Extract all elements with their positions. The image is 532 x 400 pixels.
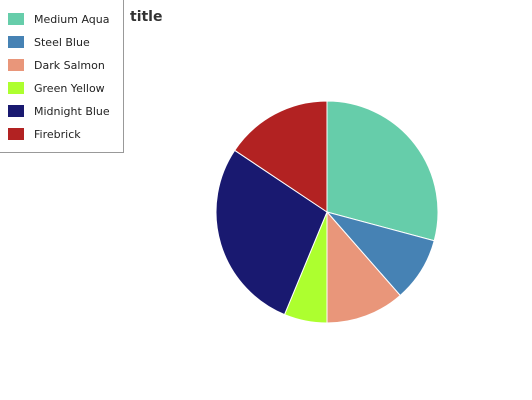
legend-swatch <box>8 59 24 71</box>
legend-swatch <box>8 128 24 140</box>
legend-swatch <box>8 82 24 94</box>
legend-label: Dark Salmon <box>34 58 105 72</box>
legend-label: Midnight Blue <box>34 104 110 118</box>
chart-title: title <box>130 9 163 25</box>
legend-label: Firebrick <box>34 127 81 141</box>
legend-swatch <box>8 36 24 48</box>
legend-item: Dark Salmon <box>8 58 105 72</box>
legend-label: Steel Blue <box>34 35 90 49</box>
legend-item: Midnight Blue <box>8 104 110 118</box>
pie-slice-dark-salmon <box>326 210 401 324</box>
legend-item: Steel Blue <box>8 35 90 49</box>
legend-label: Green Yellow <box>34 81 105 95</box>
pie-slice-firebrick <box>234 100 328 213</box>
legend-item: Green Yellow <box>8 81 105 95</box>
legend-item: Medium Aqua <box>8 12 110 26</box>
legend: Medium Aqua Steel Blue Dark Salmon Green Ye… <box>0 0 124 153</box>
legend-item: Firebrick <box>8 127 81 141</box>
pie-slice-midnight-blue <box>215 149 328 316</box>
legend-label: Medium Aqua <box>34 12 110 26</box>
pie-slice-medium-aqua <box>326 100 439 242</box>
legend-swatch <box>8 105 24 117</box>
legend-swatch <box>8 13 24 25</box>
